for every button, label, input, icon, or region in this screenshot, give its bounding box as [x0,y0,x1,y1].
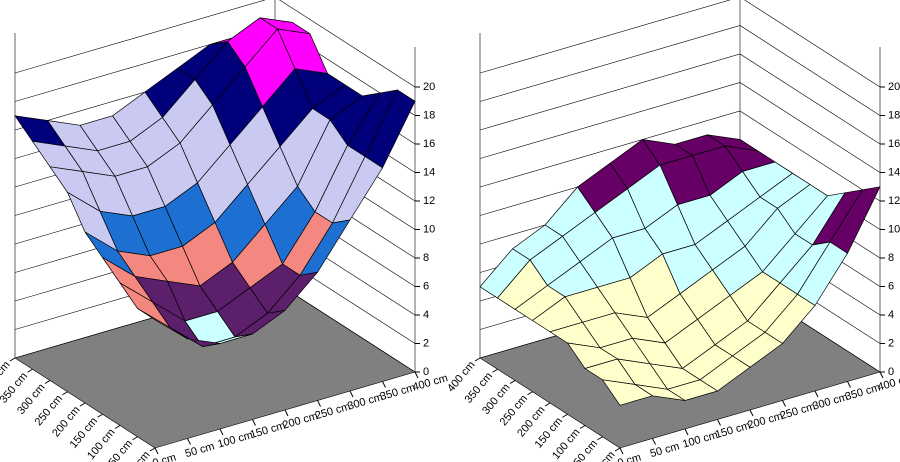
z-tick-label: 16 [423,138,435,150]
grid-line [479,0,881,88]
y-tick [614,447,621,452]
y-tick [97,413,103,418]
z-tick-label: 2 [423,337,429,349]
z-tick-label: 14 [423,166,435,178]
x-tick [684,428,689,436]
z-tick-label: 4 [888,309,894,321]
y-tick [9,357,16,362]
y-tick [114,425,121,429]
x-tick [382,381,386,388]
y-tick [579,425,586,429]
x-tick [187,438,191,445]
x-tick [717,419,721,426]
grid-line [14,0,416,88]
x-tick [317,400,321,407]
z-tick-label: 8 [423,252,429,264]
y-tick [544,402,551,407]
z-tick-label: 6 [888,280,894,292]
z-tick-label: 0 [888,366,894,378]
y-tick [509,380,516,384]
grid-line [479,53,881,145]
x-tick [219,428,224,436]
y-tick [79,402,86,407]
x-tick [749,409,754,417]
x-tick-label: 50 cm [649,440,681,460]
z-tick-label: 6 [423,280,429,292]
y-tick [492,368,498,373]
y-tick [132,436,138,441]
z-tick-label: 10 [888,223,900,235]
y-tick-label: 0 cm [128,449,153,462]
x-tick [349,390,354,398]
z-tick-label: 20 [423,81,435,93]
x-tick [284,409,289,417]
z-tick-label: 0 [423,366,429,378]
y-tick [44,380,51,384]
y-tick [62,391,68,396]
x-tick [782,400,786,407]
z-tick-label: 18 [423,109,435,121]
z-tick-label: 8 [888,252,894,264]
x-tick [252,419,256,426]
y-tick [527,391,533,396]
x-tick [847,381,851,388]
z-tick-label: 10 [423,223,435,235]
y-tick [27,368,33,373]
z-tick-label: 16 [888,138,900,150]
x-tick-label: 0 cm [151,452,177,462]
z-tick-label: 12 [888,195,900,207]
surface-cell [601,379,654,406]
x-tick-label: 0 cm [616,452,642,462]
z-tick-label: 12 [423,195,435,207]
y-tick [474,357,481,362]
y-tick-label: 0 cm [593,449,618,462]
x-tick-label: 50 cm [184,440,216,460]
y-tick [562,413,568,418]
z-tick-label: 18 [888,109,900,121]
x-tick [619,447,624,455]
x-tick [414,371,419,379]
x-tick [652,438,656,445]
x-tick [154,447,159,455]
z-tick-label: 4 [423,309,429,321]
z-tick-label: 14 [888,166,900,178]
x-tick [879,371,884,379]
y-tick [597,436,603,441]
z-tick-label: 2 [888,337,894,349]
grid-line [479,25,881,116]
z-tick-label: 20 [888,81,900,93]
x-tick [814,390,819,398]
y-tick [149,447,156,452]
surface-cell [137,308,188,340]
